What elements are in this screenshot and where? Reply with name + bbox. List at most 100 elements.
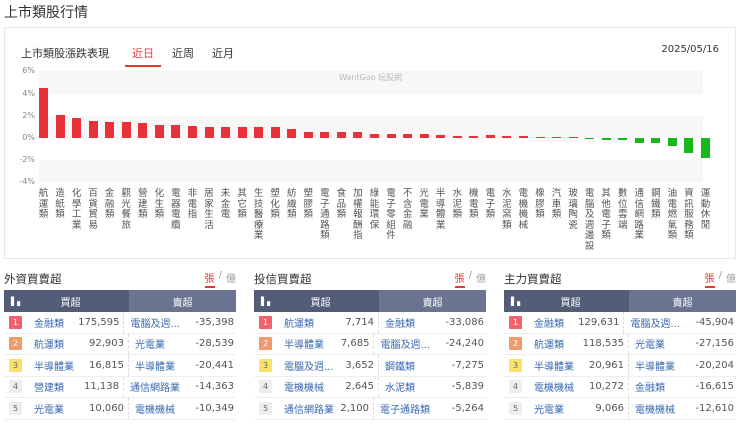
bar[interactable] [353,132,363,138]
bar[interactable] [171,125,181,138]
bar[interactable] [320,131,330,138]
bar[interactable] [237,127,247,138]
bar[interactable] [154,124,164,138]
buy-sector-link[interactable]: 電機機械 [284,383,324,395]
unit-lots-toggle[interactable]: 張 [454,270,465,288]
sell-sector-link[interactable]: 水泥類 [385,383,415,395]
sell-value: -5,264 [451,402,484,414]
bar[interactable] [187,125,197,138]
bar[interactable] [336,131,346,138]
buy-sector-link[interactable]: 航運類 [34,340,64,352]
sell-sector-link[interactable]: 金融類 [635,383,665,395]
x-tick-label: 加權報酬指 [353,188,363,241]
buy-sector-link[interactable]: 金融類 [534,318,564,330]
sell-sector-link[interactable]: 電腦及週... [130,318,180,330]
bar[interactable] [419,134,429,138]
sell-sector-link[interactable]: 半導體業 [135,361,175,373]
bar[interactable] [138,123,148,138]
sell-sector-link[interactable]: 鋼鐵類 [385,361,415,373]
table-row: 4 營建類 11,138 通信網路業 -14,363 [4,376,236,398]
x-tick-label: 橡膠類 [535,188,545,220]
bar[interactable] [469,136,479,138]
bar[interactable] [634,138,644,143]
bar[interactable] [72,118,82,138]
bar[interactable] [270,126,280,138]
unit-toggle: 張 / 億 [454,270,486,288]
bar[interactable] [55,114,65,138]
sell-sector-link[interactable]: 金融類 [385,318,415,330]
sell-sector-link[interactable]: 半導體業 [635,361,675,373]
sell-sector-link[interactable]: 電腦及週... [380,340,430,352]
sell-sector-link[interactable]: 通信網路業 [130,383,180,395]
buy-sector-link[interactable]: 光電業 [534,404,564,416]
buy-value: 92,903 [89,338,124,350]
table-header: ▐▗ 買超 賣超 [504,290,736,312]
bar[interactable] [370,133,379,138]
bar[interactable] [204,126,214,138]
sell-cell: 電腦及週... -35,398 [124,312,236,333]
buy-sector-link[interactable]: 航運類 [534,340,564,352]
table-row: 4 電機機械 10,272 金融類 -16,615 [504,376,736,398]
sell-sector-link[interactable]: 電機機械 [635,404,675,416]
buy-sector-link[interactable]: 半導體業 [34,361,74,373]
bar[interactable] [386,133,396,138]
bar[interactable] [518,136,528,138]
sell-sector-link[interactable]: 電腦及週... [630,318,680,330]
bar[interactable] [39,88,48,138]
bar[interactable] [452,136,462,138]
bar[interactable] [601,138,611,141]
unit-100m-toggle[interactable]: 億 [726,274,736,285]
unit-100m-toggle[interactable]: 億 [226,274,236,285]
bar[interactable] [303,131,313,138]
buy-sector-link[interactable]: 營建類 [34,383,64,395]
buy-sector-link[interactable]: 電腦及週... [284,361,334,373]
buy-sector-link[interactable]: 金融類 [34,318,64,330]
buy-cell: 1 金融類 129,631 [504,312,625,333]
grid-band [39,71,703,94]
bar[interactable] [684,138,694,153]
bar[interactable] [535,137,545,138]
sell-cell: 金融類 -16,615 [629,377,736,398]
buy-sector-link[interactable]: 通信網路業 [284,404,334,416]
bar[interactable] [485,135,495,138]
buy-sector-link[interactable]: 電機機械 [534,383,574,395]
buy-sector-link[interactable]: 半導體業 [534,361,574,373]
sell-sector-link[interactable]: 電子通路類 [380,404,430,416]
bar[interactable] [651,138,661,143]
bar[interactable] [121,122,131,138]
unit-100m-toggle[interactable]: 億 [476,274,486,285]
bar[interactable] [552,137,562,138]
bar[interactable] [88,121,98,138]
tab-month[interactable]: 近月 [212,47,234,60]
tab-day[interactable]: 近日 [125,45,161,67]
bar[interactable] [502,135,512,138]
bar[interactable] [436,134,446,138]
bar[interactable] [254,126,264,138]
bar[interactable] [568,137,578,138]
sell-header: 賣超 [629,290,736,312]
bar[interactable] [105,121,115,138]
sell-sector-link[interactable]: 電機機械 [135,404,175,416]
bar[interactable] [618,138,628,141]
bar[interactable] [403,133,413,138]
unit-lots-toggle[interactable]: 張 [204,270,215,288]
bar[interactable] [221,127,231,138]
buy-value: 3,652 [345,359,374,371]
bar[interactable] [287,129,297,138]
y-tick-label: 0% [22,133,35,142]
sell-sector-link[interactable]: 光電業 [135,340,165,352]
sell-sector-link[interactable]: 光電業 [635,340,665,352]
bar[interactable] [585,138,595,139]
buy-sector-link[interactable]: 航運類 [284,318,314,330]
sell-header: 賣超 [129,290,236,312]
bar[interactable] [701,138,710,158]
bar[interactable] [667,138,677,147]
net-buy-sell-panel: 投信買賣超 張 / 億 ▐▗ 買超 賣超 1 航運類 7,714 [254,268,486,420]
unit-lots-toggle[interactable]: 張 [704,270,715,288]
buy-sector-link[interactable]: 半導體業 [284,340,324,352]
buy-value: 175,595 [78,316,120,328]
table-row: 3 電腦及週... 3,652 鋼鐵類 -7,275 [254,355,486,377]
tab-week[interactable]: 近周 [172,47,194,60]
buy-cell: 2 航運類 92,903 [4,333,129,354]
buy-sector-link[interactable]: 光電業 [34,404,64,416]
